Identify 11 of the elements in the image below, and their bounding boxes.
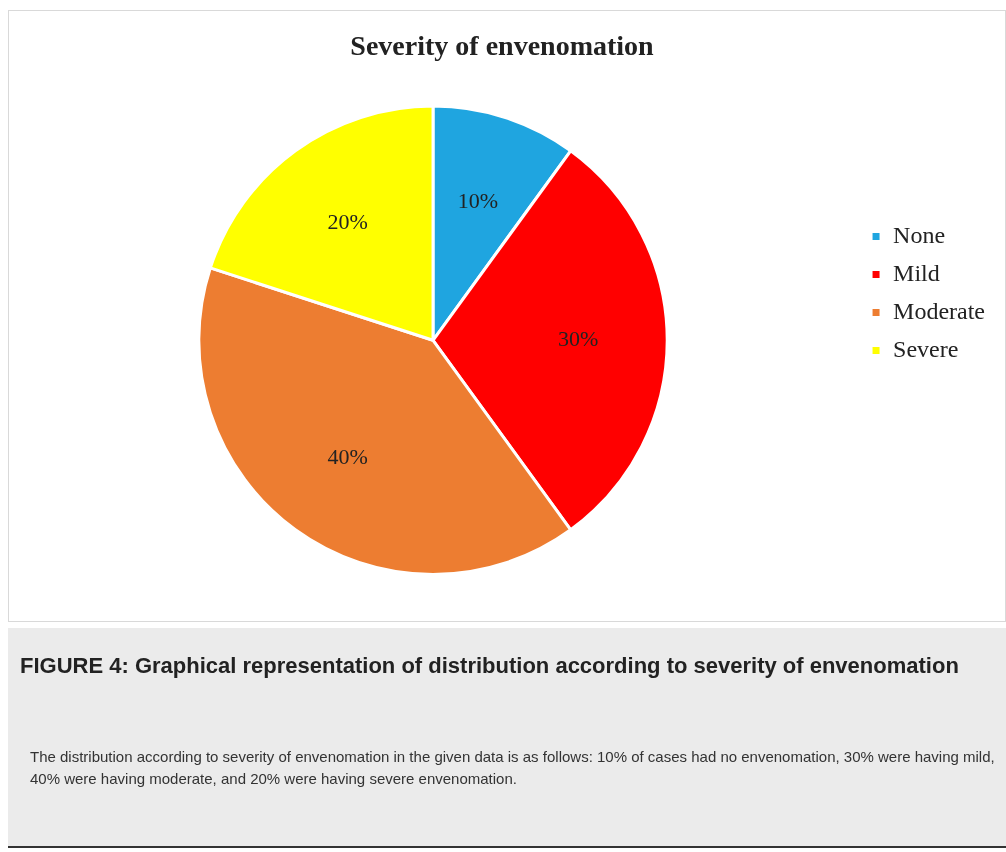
legend-label: Moderate	[893, 297, 986, 324]
legend-label: None	[893, 221, 946, 248]
legend-label: Severe	[893, 335, 959, 362]
data-label: 40%	[327, 443, 368, 469]
legend-label: Mild	[893, 259, 940, 286]
data-label: 30%	[558, 326, 599, 352]
data-label: 10%	[457, 187, 499, 213]
chart-title: Severity of envenomation	[350, 30, 655, 62]
data-label: 20%	[327, 208, 368, 234]
text: The distribution according to severity of envenomation in the given data is as follows: 10% of cases had no envenomation, 30% were having mild, 40% were having moderate, and 20% were having severe envenomation.	[30, 747, 995, 789]
caption: FIGURE 4: Graphical representation of distribution according to severity of envenomation	[20, 652, 960, 680]
